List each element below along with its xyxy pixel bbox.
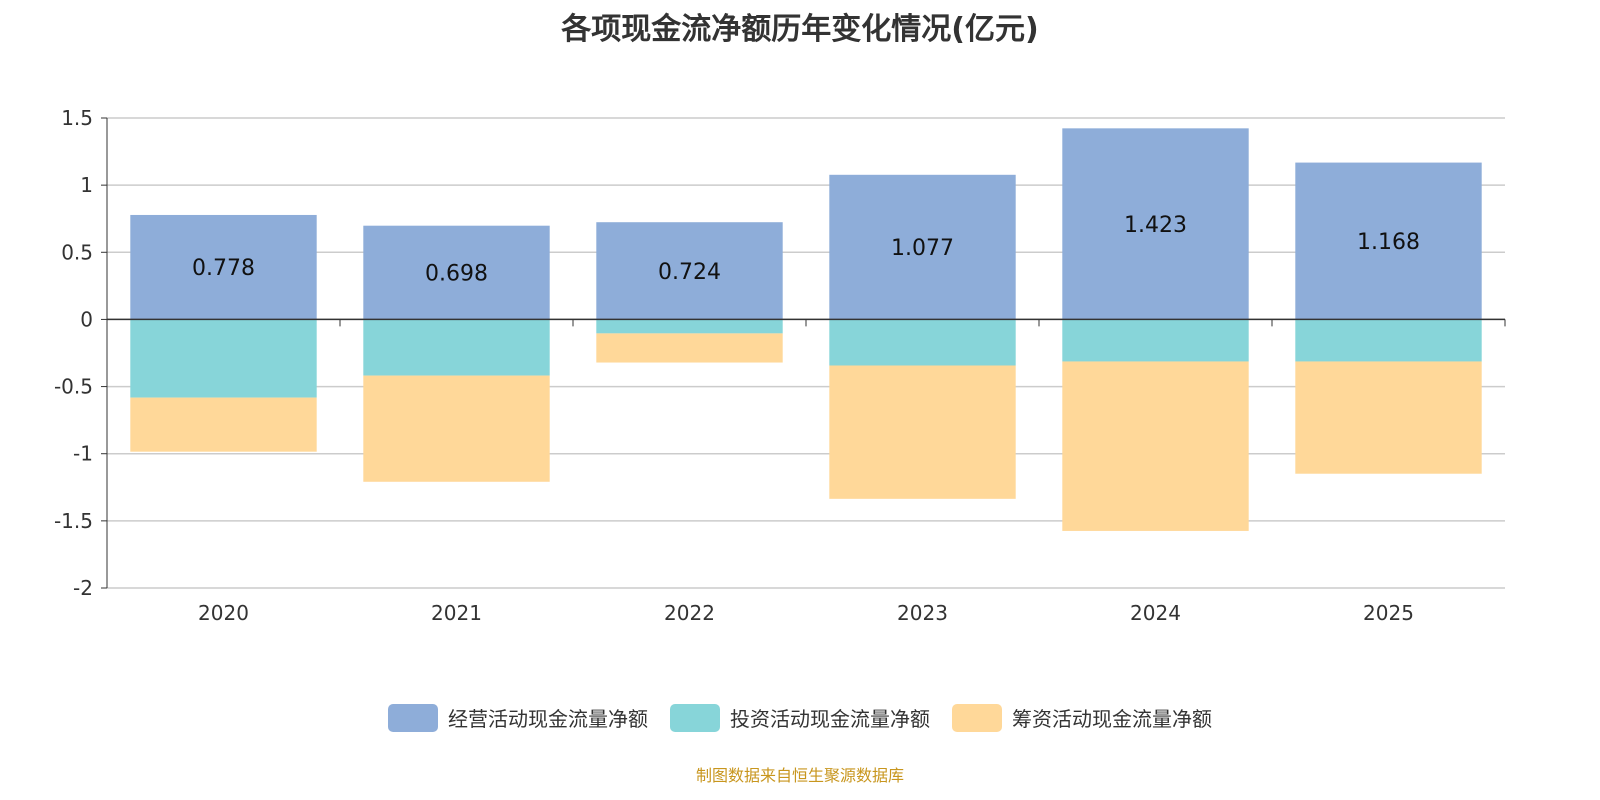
bar-investing <box>130 319 317 398</box>
bar-operating <box>363 225 550 320</box>
bar-operating <box>1062 128 1249 320</box>
bar-financing <box>363 375 550 482</box>
data-label: 1.168 <box>1357 230 1420 255</box>
y-tick-label: -1 <box>73 442 93 466</box>
bar-operating <box>829 174 1016 320</box>
y-tick-label: 1.5 <box>61 106 93 130</box>
bar-financing <box>596 333 783 363</box>
bar-financing <box>130 397 317 452</box>
data-label: 1.423 <box>1124 213 1187 238</box>
legend-label: 经营活动现金流量净额 <box>448 707 648 731</box>
x-tick-label: 2023 <box>897 601 948 625</box>
x-tick-label: 2025 <box>1363 601 1414 625</box>
bar-financing <box>1062 361 1249 531</box>
bar-investing <box>1295 319 1482 362</box>
legend-label: 投资活动现金流量净额 <box>730 707 930 731</box>
bar-operating <box>1295 162 1482 320</box>
x-tick-label: 2021 <box>431 601 482 625</box>
bar-financing <box>829 365 1016 499</box>
data-label: 1.077 <box>891 236 954 261</box>
data-label: 0.724 <box>658 260 721 285</box>
bar-financing <box>1295 361 1482 474</box>
legend-item-investing[interactable]: 投资活动现金流量净额 <box>670 703 930 732</box>
legend-swatch <box>670 703 720 732</box>
bar-investing <box>829 319 1016 366</box>
y-tick-label: 0.5 <box>61 240 93 264</box>
y-tick-label: 0 <box>80 307 93 331</box>
chart-plot: 1.5 1 0.5 0 -0.5 -1 -1.5 -2 0.778 2020 0.698 2021 0.… <box>54 106 1506 625</box>
bar-investing <box>596 319 783 334</box>
data-label: 0.698 <box>425 262 488 287</box>
legend-swatch <box>388 703 438 732</box>
x-tick-label: 2024 <box>1130 601 1181 625</box>
y-tick-label: -1.5 <box>54 509 93 533</box>
legend-item-financing[interactable]: 筹资活动现金流量净额 <box>952 703 1212 732</box>
chart-title: 各项现金流净额历年变化情况(亿元) <box>561 12 1039 47</box>
y-tick-label: -0.5 <box>54 375 93 399</box>
bar-investing <box>363 319 550 376</box>
source-note: 制图数据来自恒生聚源数据库 <box>695 766 904 785</box>
bar-operating <box>130 214 317 320</box>
legend-item-operating[interactable]: 经营活动现金流量净额 <box>388 703 648 732</box>
legend-label: 筹资活动现金流量净额 <box>1012 707 1212 731</box>
data-label: 0.778 <box>192 256 255 281</box>
bar-investing <box>1062 319 1249 362</box>
x-tick-label: 2022 <box>664 601 715 625</box>
y-tick-label: 1 <box>80 173 93 197</box>
x-tick-label: 2020 <box>198 601 249 625</box>
legend: 经营活动现金流量净额 投资活动现金流量净额 筹资活动现金流量净额 <box>0 703 1600 732</box>
y-tick-label: -2 <box>73 576 93 600</box>
bar-operating <box>596 222 783 320</box>
legend-swatch <box>952 703 1002 732</box>
